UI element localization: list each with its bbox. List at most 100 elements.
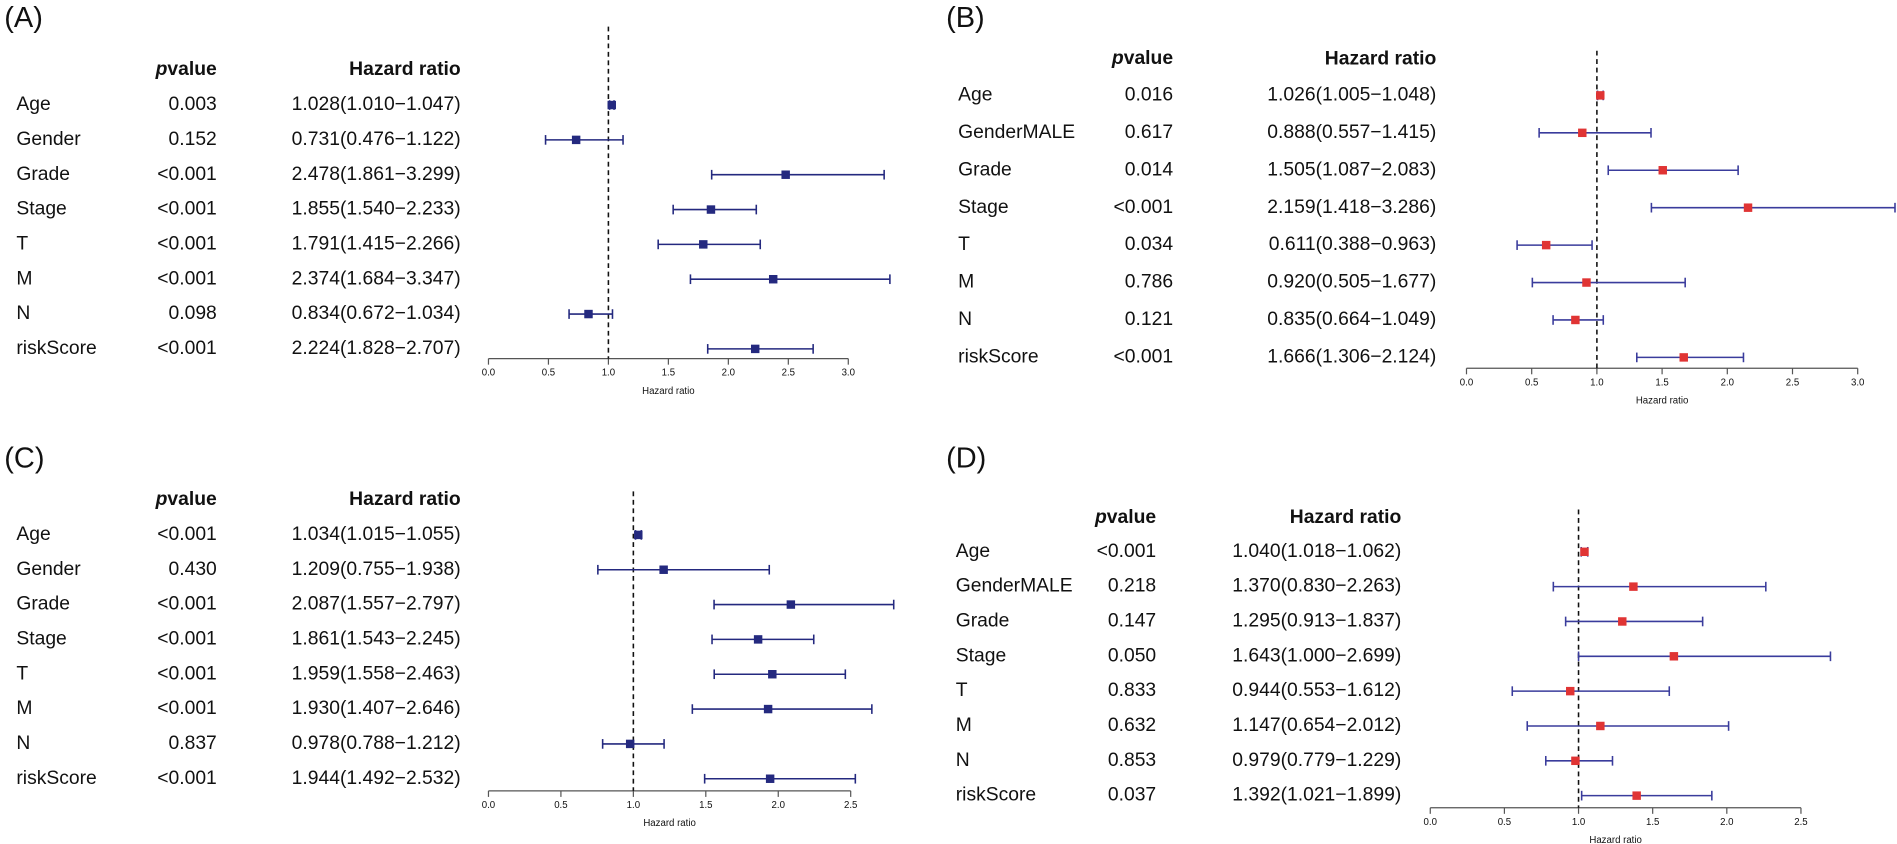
row-name: Age <box>956 541 990 562</box>
x-tick-label: 2.0 <box>772 800 785 811</box>
row-name: Stage <box>16 628 66 649</box>
x-tick-label: 2.5 <box>782 368 795 379</box>
row-hr-label: 0.978(0.788−1.212) <box>292 733 461 754</box>
row-name: GenderMALE <box>956 576 1073 597</box>
x-tick-label: 1.5 <box>662 368 675 379</box>
hr-point <box>781 170 790 179</box>
row-pvalue: <0.001 <box>1114 346 1174 367</box>
hr-point <box>607 100 616 110</box>
pvalue-header-italic: p <box>155 59 168 80</box>
row-pvalue: 0.617 <box>1125 122 1173 143</box>
row-hr-label: 1.959(1.558−2.463) <box>292 663 461 684</box>
pvalue-header: pvalue <box>1111 48 1173 69</box>
row-hr-label: 1.026(1.005−1.048) <box>1267 84 1436 105</box>
row-hr-label: 0.920(0.505−1.677) <box>1267 272 1436 293</box>
hr-header: Hazard ratio <box>349 489 461 510</box>
row-hr-label: 1.209(0.755−1.938) <box>292 559 461 580</box>
row-hr-label: 1.028(1.010−1.047) <box>292 94 461 115</box>
hr-point <box>1571 756 1580 766</box>
x-tick-label: 0.0 <box>1460 377 1473 388</box>
row-hr-label: 1.861(1.543−2.245) <box>292 628 461 649</box>
row-name: Grade <box>16 594 70 615</box>
row-name: N <box>958 309 972 330</box>
row-hr-label: 1.034(1.015−1.055) <box>292 524 461 545</box>
row-pvalue: <0.001 <box>157 524 217 545</box>
row-hr-label: 1.295(0.913−1.837) <box>1232 611 1401 632</box>
row-name: riskScore <box>16 338 96 359</box>
row-pvalue: <0.001 <box>157 338 217 359</box>
hr-point <box>768 274 778 284</box>
row-pvalue: 0.098 <box>168 303 216 324</box>
row-name: M <box>958 272 974 293</box>
row-pvalue: 0.050 <box>1108 645 1156 666</box>
hr-point <box>1658 166 1667 175</box>
pvalue-header-rest: value <box>1107 507 1157 528</box>
row-pvalue: 0.121 <box>1125 309 1173 330</box>
row-name: Stage <box>956 645 1006 666</box>
row-hr-label: 1.855(1.540−2.233) <box>292 199 461 220</box>
x-tick-label: 3.0 <box>1851 377 1864 388</box>
hr-header: Hazard ratio <box>349 59 461 80</box>
row-name: Age <box>16 94 50 115</box>
hr-point <box>625 739 635 749</box>
row-hr-label: 2.159(1.418−3.286) <box>1267 197 1436 218</box>
x-tick-label: 3.0 <box>842 368 855 379</box>
row-hr-label: 0.731(0.476−1.122) <box>292 129 461 150</box>
row-name: Gender <box>16 129 81 150</box>
x-tick-label: 0.5 <box>1525 377 1538 388</box>
row-name: Grade <box>956 611 1010 632</box>
x-tick-label: 2.0 <box>1721 377 1734 388</box>
hr-header: Hazard ratio <box>1325 48 1437 69</box>
hr-point <box>1578 128 1587 138</box>
hr-point <box>699 240 708 249</box>
row-pvalue: 0.632 <box>1108 715 1156 736</box>
hr-point <box>1580 547 1589 557</box>
row-name: M <box>16 698 32 719</box>
pvalue-header: pvalue <box>1094 507 1156 528</box>
panel-label: (B) <box>946 2 985 34</box>
x-tick-label: 1.0 <box>627 800 640 811</box>
row-pvalue: <0.001 <box>157 768 217 789</box>
row-hr-label: 0.835(0.664−1.049) <box>1267 309 1436 330</box>
x-tick-label: 2.5 <box>1786 377 1799 388</box>
row-pvalue: 0.218 <box>1108 576 1156 597</box>
row-hr-label: 0.944(0.553−1.612) <box>1232 680 1401 701</box>
row-pvalue: 0.786 <box>1125 272 1173 293</box>
row-hr-label: 1.643(1.000−2.699) <box>1232 645 1401 666</box>
row-pvalue: <0.001 <box>157 698 217 719</box>
x-tick-label: 2.0 <box>722 368 735 379</box>
hr-point <box>1629 582 1638 591</box>
hr-point <box>763 704 773 714</box>
hr-header: Hazard ratio <box>1290 507 1402 528</box>
hr-point <box>634 530 643 540</box>
row-pvalue: 0.003 <box>168 94 216 115</box>
x-axis-label: Hazard ratio <box>1636 395 1689 406</box>
row-name: Age <box>958 84 992 105</box>
panel-label: (C) <box>4 443 44 475</box>
row-hr-label: 0.979(0.779−1.229) <box>1232 750 1401 771</box>
hr-point <box>659 565 668 574</box>
row-pvalue: <0.001 <box>157 164 217 185</box>
row-name: T <box>16 663 28 684</box>
hr-point <box>1596 91 1605 100</box>
hr-point <box>1679 353 1688 362</box>
x-tick-label: 0.0 <box>1424 817 1437 828</box>
hr-point <box>584 309 593 319</box>
pvalue-header-rest: value <box>167 59 217 80</box>
row-name: riskScore <box>958 346 1038 367</box>
pvalue-header-italic: p <box>1111 48 1124 69</box>
row-name: GenderMALE <box>958 122 1075 143</box>
x-tick-label: 0.5 <box>1498 817 1511 828</box>
hr-point <box>571 135 581 145</box>
pvalue-header-rest: value <box>1124 48 1174 69</box>
x-tick-label: 1.5 <box>699 800 712 811</box>
row-pvalue: 0.037 <box>1108 785 1156 806</box>
row-pvalue: 0.034 <box>1125 234 1174 255</box>
panel-label: (D) <box>946 443 986 475</box>
row-pvalue: 0.016 <box>1125 84 1173 105</box>
forest-panel: (B) pvalue Hazard ratio 0.0 0.5 1.0 1.5 2.0 2.5 3… <box>946 2 1896 406</box>
pvalue-header-rest: value <box>167 489 217 510</box>
forest-panel: (D) pvalue Hazard ratio 0.0 0.5 1.0 1.5 2.0 2.5 H… <box>946 443 1832 844</box>
row-hr-label: 2.087(1.557−2.797) <box>292 594 461 615</box>
